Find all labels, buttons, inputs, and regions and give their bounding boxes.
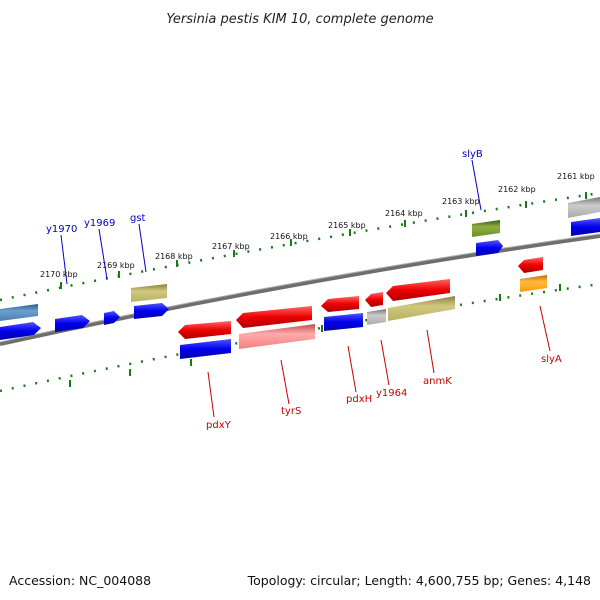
inner-label-leaders: [207, 305, 551, 418]
gene-label-pdxH[interactable]: pdxH: [346, 394, 372, 405]
gene-label-slyB[interactable]: slyB: [462, 149, 483, 160]
gene-label-anmK[interactable]: anmK: [423, 376, 452, 387]
inner-ruler-ring: [0, 282, 600, 393]
feature-green-slyB[interactable]: [472, 220, 500, 237]
inner-gene-labels: pdxY tyrS pdxH y1964 anmK slyA: [206, 354, 562, 431]
outer-label-leaders: [60, 159, 482, 285]
feature-orange-slyA[interactable]: [520, 275, 547, 292]
ruler-label: 2164 kbp: [385, 209, 423, 218]
genome-summary-text: Topology: circular; Length: 4,600,755 bp…: [247, 573, 591, 588]
gene-label-y1964[interactable]: y1964: [376, 388, 407, 399]
cds-blue-left[interactable]: [0, 322, 41, 340]
cds-red-pdxY[interactable]: [178, 321, 231, 339]
ruler-label: 2166 kbp: [270, 232, 308, 241]
cds-red-y1964[interactable]: [365, 292, 383, 307]
feature-gray[interactable]: [568, 197, 600, 218]
cds-red-slyA[interactable]: [518, 257, 543, 273]
accession-text: Accession: NC_004088: [9, 573, 152, 588]
outer-major-ticks: [60, 192, 587, 289]
cds-red-tyrS[interactable]: [236, 306, 312, 328]
gene-label-tyrS[interactable]: tyrS: [281, 406, 301, 417]
cds-red-anmK[interactable]: [386, 279, 450, 301]
feature-pink-tyrS[interactable]: [239, 324, 315, 349]
features-inner-secondary: [180, 275, 547, 359]
feature-olive-gst[interactable]: [131, 284, 167, 302]
gene-label-slyA[interactable]: slyA: [541, 354, 562, 365]
gene-label-pdxY[interactable]: pdxY: [206, 420, 232, 431]
cds-blue-pdxY[interactable]: [180, 339, 231, 359]
cds-blue-slyB[interactable]: [476, 240, 503, 256]
ruler-label: 2165 kbp: [328, 221, 366, 230]
features-inner-cds: [178, 257, 543, 339]
ruler-label: 2168 kbp: [155, 252, 193, 261]
ruler-labels: 2161 kbp 2162 kbp 2163 kbp 2164 kbp 2165…: [40, 172, 595, 279]
ruler-label: 2170 kbp: [40, 270, 78, 279]
ruler-label: 2162 kbp: [498, 185, 536, 194]
feature-gray-y1964[interactable]: [367, 309, 386, 325]
cds-blue[interactable]: [571, 218, 600, 236]
gene-label-gst[interactable]: gst: [130, 213, 146, 224]
gene-label-y1969[interactable]: y1969: [84, 218, 115, 229]
feature-olive-anmK[interactable]: [388, 296, 455, 321]
outer-gene-labels: slyB gst y1969 y1970: [46, 149, 483, 235]
cds-blue-pdxH[interactable]: [324, 313, 363, 331]
ruler-label: 2163 kbp: [442, 197, 480, 206]
cds-blue-y1970[interactable]: [55, 315, 90, 332]
features-outer-cds: [0, 218, 600, 340]
gene-label-y1970[interactable]: y1970: [46, 224, 77, 235]
map-title: Yersinia pestis KIM 10, complete genome: [166, 12, 433, 27]
ruler-label: 2169 kbp: [97, 261, 135, 270]
ruler-label: 2161 kbp: [557, 172, 595, 181]
feature-steel[interactable]: [0, 304, 38, 321]
features-outer: [0, 197, 600, 321]
cds-red-pdxH[interactable]: [321, 296, 359, 312]
cds-blue-y1969[interactable]: [104, 311, 120, 325]
ruler-label: 2167 kbp: [212, 242, 250, 251]
cds-blue-gst[interactable]: [134, 303, 169, 319]
outer-ruler-ring: [0, 191, 600, 302]
